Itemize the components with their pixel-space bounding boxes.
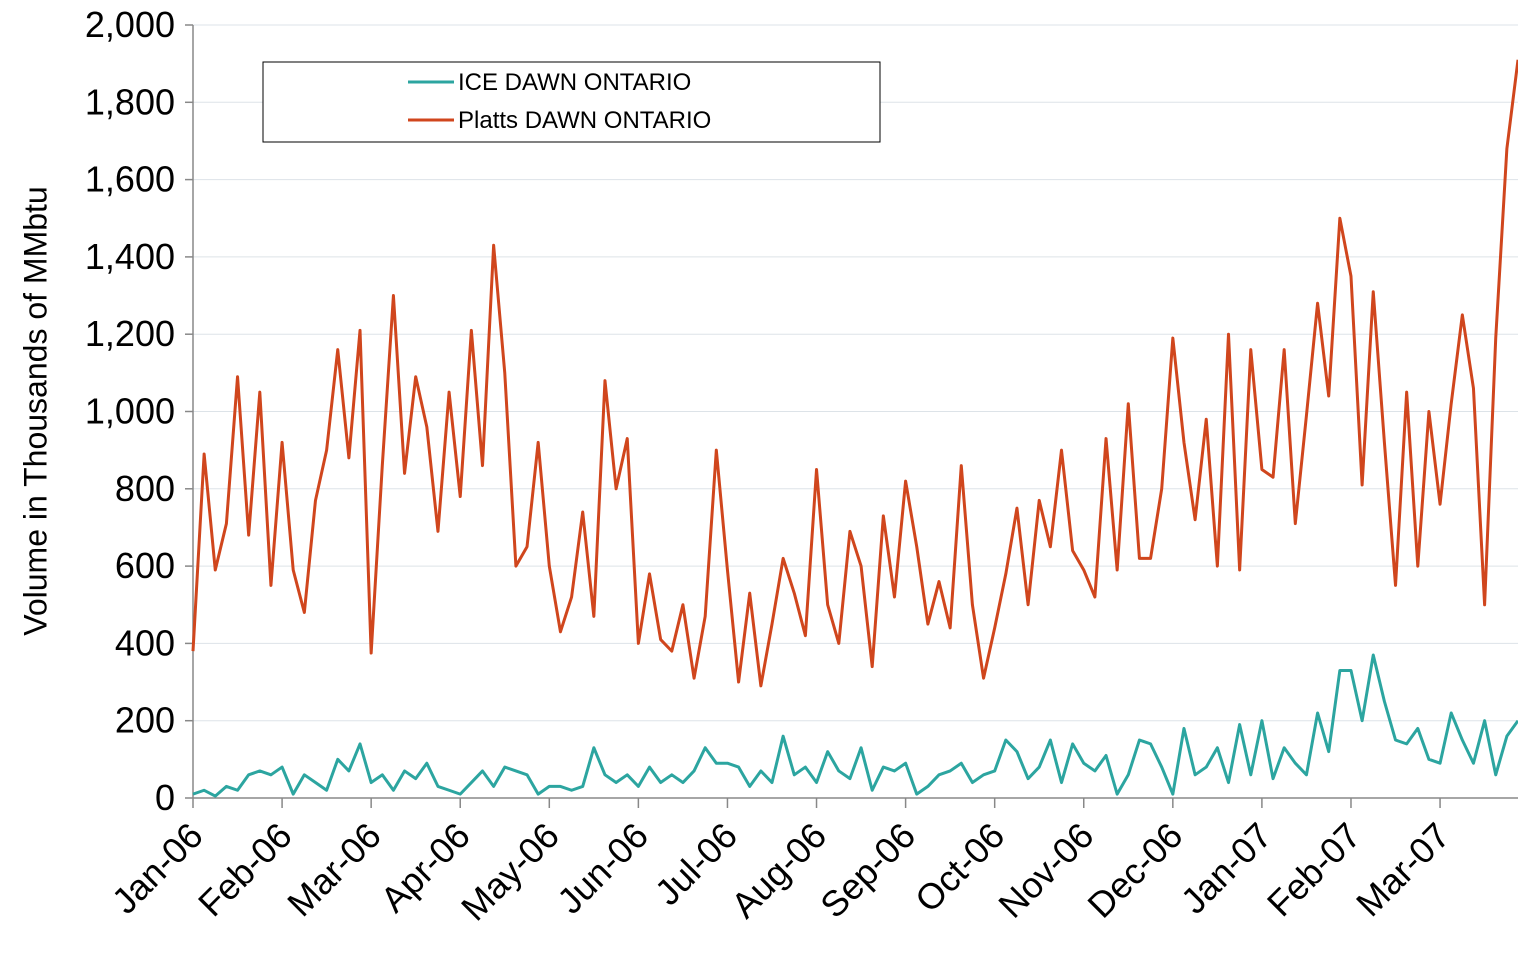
y-axis-label: Volume in Thousands of MMbtu (17, 186, 53, 635)
x-tick-label: May-06 (453, 815, 567, 929)
y-tick-label: 1,200 (85, 313, 175, 354)
x-tick-label: Feb-07 (1259, 815, 1369, 925)
y-tick-label: 400 (115, 622, 175, 663)
x-tick-label: Mar-06 (279, 815, 389, 925)
legend-label: ICE DAWN ONTARIO (458, 69, 691, 96)
x-tick-label: Aug-06 (723, 815, 834, 926)
y-tick-label: 1,800 (85, 81, 175, 122)
x-tick-label: Jan-06 (104, 815, 211, 922)
x-tick-label: Sep-06 (812, 815, 923, 926)
series-line (192, 653, 1518, 798)
y-tick-label: 2,000 (85, 4, 175, 45)
y-tick-label: 1,600 (85, 159, 175, 200)
series-line (191, 59, 1518, 688)
y-tick-label: 800 (115, 468, 175, 509)
x-tick-label: Dec-06 (1079, 815, 1190, 926)
y-tick-label: 600 (115, 545, 175, 586)
y-tick-label: 200 (115, 700, 175, 741)
legend-box (262, 61, 881, 143)
x-tick-label: Jan-07 (1173, 815, 1280, 922)
legend-label: Platts DAWN ONTARIO (458, 107, 711, 134)
x-tick-label: Mar-07 (1348, 815, 1458, 925)
y-tick-label: 0 (155, 777, 175, 818)
x-tick-label: Nov-06 (990, 815, 1101, 926)
x-tick-label: Jun-06 (549, 815, 656, 922)
y-tick-label: 1,400 (85, 236, 175, 277)
x-tick-label: Feb-06 (190, 815, 300, 925)
y-tick-label: 1,000 (85, 391, 175, 432)
